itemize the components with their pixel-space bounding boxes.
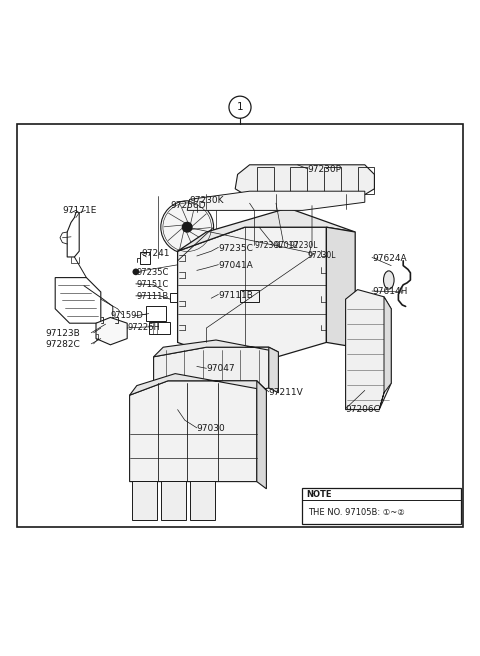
Polygon shape bbox=[178, 208, 355, 251]
Polygon shape bbox=[235, 165, 374, 196]
Text: 97614H: 97614H bbox=[372, 287, 408, 297]
Text: 97030: 97030 bbox=[197, 424, 226, 434]
Text: 97171E: 97171E bbox=[62, 206, 97, 215]
Bar bbox=[240, 289, 259, 302]
Polygon shape bbox=[154, 347, 269, 400]
Text: 97123B: 97123B bbox=[46, 329, 80, 338]
Bar bbox=[140, 252, 150, 264]
Bar bbox=[161, 481, 186, 520]
Bar bbox=[190, 481, 215, 520]
Circle shape bbox=[182, 222, 192, 232]
Polygon shape bbox=[379, 297, 391, 409]
Text: 97012: 97012 bbox=[275, 241, 299, 250]
Text: 97256D: 97256D bbox=[170, 201, 206, 210]
Text: 97206C: 97206C bbox=[346, 405, 381, 414]
Circle shape bbox=[161, 201, 214, 254]
Text: 97211V: 97211V bbox=[269, 388, 303, 398]
Text: 97159D: 97159D bbox=[110, 312, 143, 321]
Polygon shape bbox=[326, 227, 355, 347]
Polygon shape bbox=[130, 374, 266, 395]
Polygon shape bbox=[130, 380, 257, 482]
Text: 97241: 97241 bbox=[142, 249, 170, 258]
Bar bbox=[302, 488, 461, 524]
Text: NOTE: NOTE bbox=[306, 489, 332, 499]
Text: 97041A: 97041A bbox=[218, 261, 253, 270]
Ellipse shape bbox=[384, 271, 394, 289]
Text: 97226H: 97226H bbox=[127, 323, 160, 333]
Text: 1: 1 bbox=[237, 102, 243, 112]
Text: 97230L: 97230L bbox=[290, 241, 318, 250]
Bar bbox=[170, 293, 182, 302]
Polygon shape bbox=[257, 380, 266, 489]
Text: 97111B: 97111B bbox=[218, 291, 253, 300]
Bar bbox=[17, 124, 463, 527]
Text: 97151C: 97151C bbox=[137, 280, 169, 289]
Text: THE NO. 97105B: ①~②: THE NO. 97105B: ①~② bbox=[308, 508, 405, 517]
Text: 97111B: 97111B bbox=[137, 293, 169, 301]
Text: 97282C: 97282C bbox=[46, 340, 80, 349]
Polygon shape bbox=[346, 289, 391, 409]
Text: 97230P: 97230P bbox=[307, 165, 341, 174]
Text: 97230K: 97230K bbox=[190, 196, 224, 205]
Bar bbox=[132, 481, 157, 520]
Text: 97624A: 97624A bbox=[372, 254, 407, 263]
Polygon shape bbox=[178, 227, 326, 367]
Text: 97235C: 97235C bbox=[137, 268, 169, 277]
Polygon shape bbox=[269, 347, 278, 393]
Circle shape bbox=[132, 268, 139, 276]
Text: 97235C: 97235C bbox=[218, 244, 253, 253]
Polygon shape bbox=[154, 340, 278, 357]
Text: 97047: 97047 bbox=[206, 364, 235, 373]
Text: 97230L: 97230L bbox=[307, 251, 336, 260]
Bar bbox=[149, 321, 170, 334]
Polygon shape bbox=[96, 318, 127, 345]
Polygon shape bbox=[187, 191, 365, 211]
Text: 97230L: 97230L bbox=[254, 241, 283, 250]
Bar bbox=[146, 306, 166, 321]
